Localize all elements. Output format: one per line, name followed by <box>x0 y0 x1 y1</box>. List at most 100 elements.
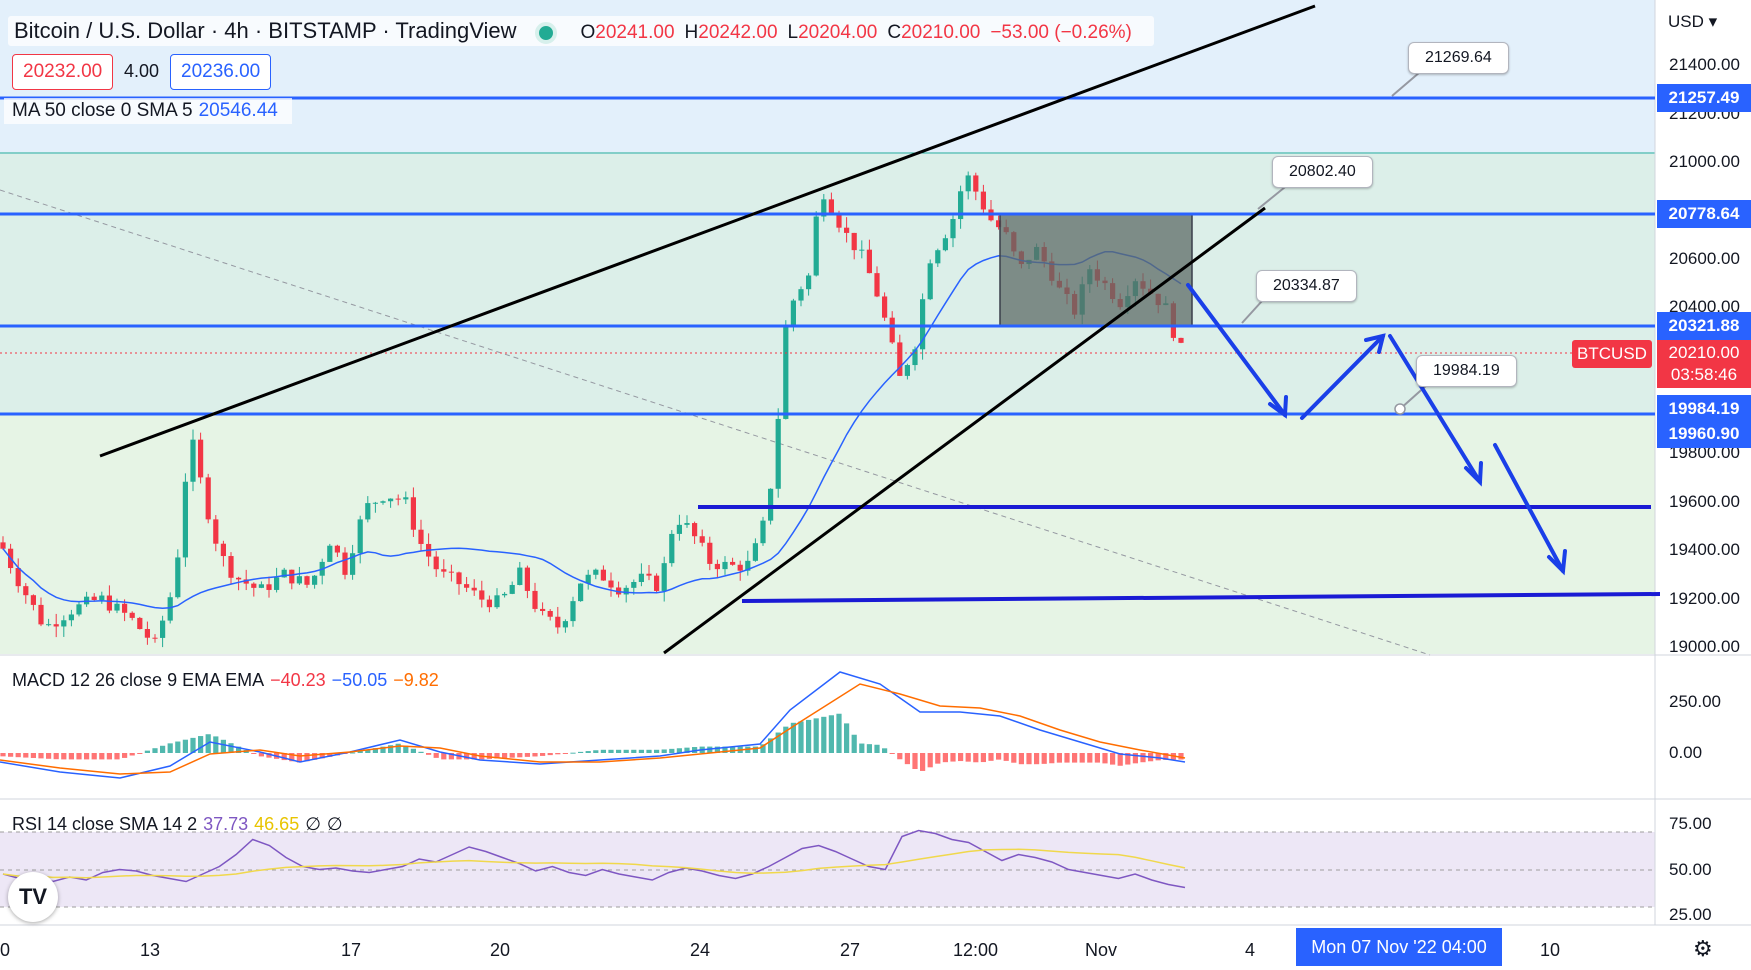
market-status-icon <box>534 21 557 44</box>
macd-legend[interactable]: MACD 12 26 close 9 EMA EMA −40.23 −50.05 −9… <box>12 670 445 691</box>
channel-lower-line[interactable] <box>663 206 1266 655</box>
candle-body <box>638 573 644 582</box>
macd-bar <box>1163 753 1169 760</box>
macd-bar <box>798 721 804 753</box>
rsi-empty-2: ∅ <box>326 814 343 834</box>
macd-bar <box>502 753 508 759</box>
macd-bar <box>99 753 105 760</box>
level-tag-19984[interactable]: 19984.19 <box>1657 395 1751 423</box>
candle-body <box>190 439 196 482</box>
candle-body <box>851 232 857 251</box>
price-tick: 20400.00 <box>1669 297 1740 316</box>
candle-body <box>213 519 219 544</box>
candle-body <box>806 275 812 290</box>
candle-body <box>304 576 310 585</box>
macd-bar <box>555 753 561 755</box>
macd-bar <box>1064 753 1070 763</box>
level-tag-19960[interactable]: 19960.90 <box>1657 420 1751 448</box>
macd-bar <box>1056 753 1062 763</box>
level-tag-20778[interactable]: 20778.64 <box>1657 200 1751 228</box>
rsi-sma-value: 46.65 <box>254 814 300 834</box>
macd-bar <box>122 753 128 758</box>
candle-body <box>958 191 964 220</box>
candle-body <box>889 317 895 343</box>
macd-bar <box>304 753 310 762</box>
macd-bar <box>1155 753 1161 761</box>
macd-bar <box>790 722 796 753</box>
arrow-down-2[interactable] <box>1388 334 1482 484</box>
candle-body <box>798 289 804 301</box>
candle-body <box>730 561 736 565</box>
macd-bar <box>1132 753 1138 764</box>
time-tick: 12:00 <box>953 940 999 960</box>
range-box[interactable] <box>999 213 1193 327</box>
macd-bar <box>851 734 857 753</box>
sell-price-button[interactable]: 20232.00 <box>12 54 114 90</box>
currency-dropdown[interactable]: USD ▾ <box>1668 12 1718 31</box>
macd-bar <box>137 753 143 754</box>
candle-body <box>152 637 158 639</box>
dashed-trendline[interactable] <box>0 189 1431 656</box>
price-callout[interactable]: 20334.87 <box>1256 270 1357 302</box>
candle-body <box>646 573 652 576</box>
rsi-legend[interactable]: RSI 14 close SMA 14 2 37.73 46.65 ∅ ∅ <box>12 814 349 835</box>
candle-body <box>745 560 751 571</box>
candle-body <box>137 617 143 630</box>
macd-bar <box>935 753 941 764</box>
macd-bar <box>578 751 584 753</box>
candle-body <box>874 273 880 297</box>
macd-bar <box>509 753 515 758</box>
candle-body <box>920 299 926 350</box>
gear-icon[interactable]: ⚙ <box>1693 936 1713 961</box>
candle-body <box>927 263 933 300</box>
macd-bar <box>882 748 888 753</box>
candle-body <box>836 214 842 228</box>
buy-price-button[interactable]: 20236.00 <box>170 54 272 90</box>
candle-body <box>623 587 629 595</box>
price-callout[interactable]: 20802.40 <box>1272 156 1373 188</box>
macd-value-2: −50.05 <box>331 670 388 690</box>
candle-body <box>76 604 82 615</box>
level-line-19200[interactable] <box>741 592 1661 603</box>
candle-body <box>68 614 74 621</box>
level-tag-21257[interactable]: 21257.49 <box>1657 84 1751 112</box>
level-tag-20321[interactable]: 20321.88 <box>1657 312 1751 340</box>
arrow-down-3[interactable] <box>1493 443 1565 573</box>
macd-bar <box>46 753 52 759</box>
macd-bar <box>547 753 553 756</box>
price-callout[interactable]: 21269.64 <box>1408 42 1509 74</box>
candle-body <box>388 498 394 502</box>
macd-bar <box>1178 753 1184 760</box>
macd-bar <box>722 746 728 753</box>
candle-body <box>53 624 59 627</box>
arrow-up[interactable] <box>1300 334 1385 420</box>
candle-body <box>722 561 728 570</box>
forecast-arrows[interactable] <box>1186 283 1567 576</box>
candle-body <box>783 326 789 419</box>
macd-bar <box>730 746 736 753</box>
symbol-legend[interactable]: Bitcoin / U.S. Dollar · 4h · BITSTAMP · … <box>8 16 1154 46</box>
ohlc-change: −53.00 (−0.26%) <box>990 22 1132 43</box>
channel-upper-line[interactable] <box>99 4 1316 458</box>
macd-bar <box>889 753 895 754</box>
rsi-ma-line <box>2 848 1186 879</box>
macd-bar <box>1026 753 1032 765</box>
candle-body <box>585 574 591 584</box>
macd-bar <box>897 753 903 760</box>
macd-bar <box>175 741 181 753</box>
macd-bar <box>752 746 758 753</box>
candle-body <box>532 590 538 609</box>
macd-tick: 250.00 <box>1669 692 1721 711</box>
tradingview-logo[interactable]: TV <box>8 872 58 922</box>
callout-anchor[interactable] <box>1394 403 1406 415</box>
price-callout[interactable]: 19984.19 <box>1416 355 1517 387</box>
arrow-down-1[interactable] <box>1186 283 1287 417</box>
candle-body <box>258 584 264 588</box>
macd-bar <box>1110 753 1116 765</box>
callout-leader <box>1241 300 1263 324</box>
bar-countdown: 03:58:46 <box>1670 365 1738 384</box>
ma-legend[interactable]: MA 50 close 0 SMA 5 20546.44 <box>4 98 292 124</box>
ma50-line <box>2 251 1182 609</box>
